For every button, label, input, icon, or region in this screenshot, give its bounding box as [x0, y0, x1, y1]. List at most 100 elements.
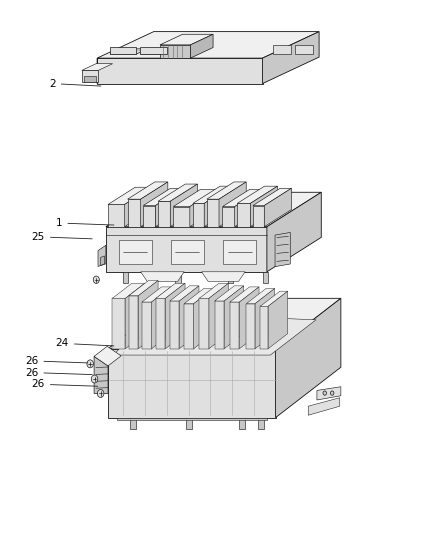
Polygon shape	[215, 286, 244, 301]
Polygon shape	[94, 357, 108, 393]
Text: 2: 2	[49, 78, 101, 88]
Polygon shape	[223, 189, 262, 207]
Polygon shape	[275, 232, 290, 266]
Polygon shape	[239, 418, 245, 429]
Polygon shape	[98, 245, 106, 266]
Polygon shape	[108, 187, 152, 205]
Polygon shape	[158, 184, 198, 201]
Polygon shape	[141, 182, 168, 227]
Polygon shape	[255, 288, 275, 349]
Polygon shape	[199, 283, 229, 298]
Circle shape	[91, 375, 98, 383]
Polygon shape	[186, 418, 192, 429]
Polygon shape	[173, 189, 217, 207]
Text: 24: 24	[56, 338, 114, 349]
Polygon shape	[262, 272, 268, 284]
Polygon shape	[273, 45, 291, 54]
Polygon shape	[170, 286, 199, 301]
Polygon shape	[295, 45, 313, 54]
Polygon shape	[119, 240, 152, 264]
Polygon shape	[129, 296, 138, 349]
Circle shape	[93, 276, 99, 284]
Polygon shape	[117, 418, 267, 420]
Polygon shape	[276, 298, 341, 418]
Polygon shape	[156, 283, 185, 298]
Polygon shape	[223, 240, 256, 264]
Text: 26: 26	[25, 356, 88, 366]
Polygon shape	[184, 304, 194, 349]
Polygon shape	[152, 287, 171, 349]
Polygon shape	[247, 288, 275, 304]
Polygon shape	[209, 283, 229, 349]
Circle shape	[97, 390, 104, 398]
Polygon shape	[123, 272, 128, 284]
Polygon shape	[171, 240, 204, 264]
Polygon shape	[141, 47, 166, 54]
Circle shape	[323, 391, 326, 395]
Polygon shape	[207, 199, 219, 227]
Polygon shape	[127, 182, 168, 199]
Polygon shape	[194, 288, 213, 349]
Polygon shape	[108, 205, 124, 227]
Polygon shape	[190, 189, 217, 227]
Polygon shape	[127, 199, 141, 227]
Polygon shape	[138, 280, 158, 349]
Polygon shape	[143, 206, 155, 227]
Polygon shape	[101, 256, 105, 265]
Polygon shape	[125, 283, 145, 349]
Polygon shape	[264, 188, 291, 227]
Polygon shape	[97, 58, 262, 84]
Polygon shape	[160, 45, 191, 58]
Polygon shape	[142, 302, 152, 349]
Polygon shape	[219, 182, 246, 227]
Circle shape	[87, 360, 93, 368]
Polygon shape	[173, 207, 190, 227]
Polygon shape	[235, 189, 262, 227]
Polygon shape	[308, 398, 340, 415]
Polygon shape	[97, 31, 319, 58]
Polygon shape	[260, 306, 268, 349]
Polygon shape	[108, 349, 276, 418]
Polygon shape	[143, 188, 183, 206]
Polygon shape	[240, 287, 259, 349]
Text: 1: 1	[56, 218, 114, 228]
Polygon shape	[141, 49, 178, 54]
Polygon shape	[82, 63, 113, 70]
Polygon shape	[170, 184, 198, 227]
Polygon shape	[94, 346, 121, 366]
Polygon shape	[113, 313, 316, 355]
Polygon shape	[110, 47, 136, 54]
Polygon shape	[94, 58, 97, 84]
Polygon shape	[247, 304, 255, 349]
Polygon shape	[176, 272, 181, 284]
Polygon shape	[237, 186, 278, 204]
Polygon shape	[170, 301, 180, 349]
Polygon shape	[113, 298, 125, 349]
Polygon shape	[268, 291, 288, 349]
Polygon shape	[106, 227, 267, 272]
Polygon shape	[82, 70, 99, 82]
Polygon shape	[317, 387, 341, 400]
Polygon shape	[262, 31, 319, 84]
Polygon shape	[180, 286, 199, 349]
Polygon shape	[193, 186, 231, 204]
Polygon shape	[207, 182, 246, 199]
Polygon shape	[253, 188, 291, 206]
Polygon shape	[191, 34, 213, 58]
Polygon shape	[253, 206, 264, 227]
Polygon shape	[124, 187, 152, 227]
Polygon shape	[108, 298, 341, 349]
Polygon shape	[230, 287, 259, 302]
Polygon shape	[130, 418, 136, 429]
Polygon shape	[129, 280, 158, 296]
Polygon shape	[166, 283, 185, 349]
Circle shape	[330, 391, 334, 395]
Polygon shape	[237, 204, 251, 227]
Polygon shape	[193, 204, 204, 227]
Polygon shape	[204, 186, 231, 227]
Polygon shape	[113, 283, 145, 298]
Polygon shape	[142, 287, 171, 302]
Polygon shape	[84, 76, 96, 82]
Polygon shape	[230, 302, 240, 349]
Polygon shape	[223, 207, 235, 227]
